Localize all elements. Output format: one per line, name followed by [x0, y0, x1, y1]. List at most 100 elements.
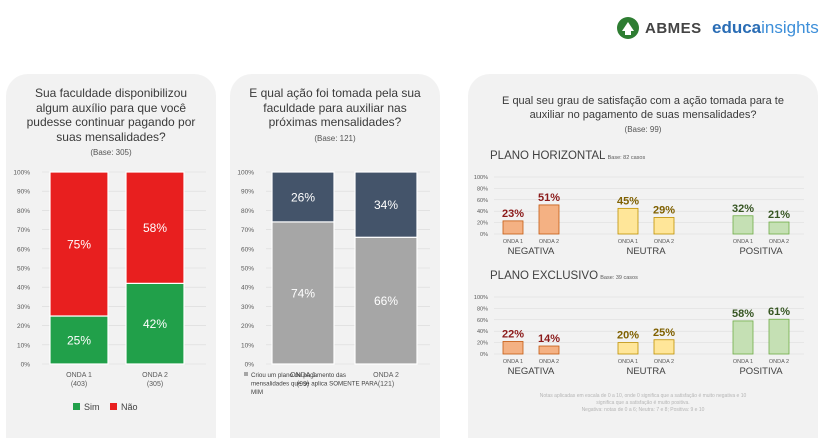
y-tick-label: 0% — [480, 352, 488, 358]
bar-segment — [125, 282, 185, 365]
y-tick-label: 20% — [241, 323, 254, 330]
data-label: 51% — [538, 192, 560, 204]
panel-satisfacao — [468, 74, 818, 438]
y-tick-label: 0% — [21, 362, 31, 369]
bar-segment — [354, 171, 418, 238]
legend-label-sim: Sim — [84, 402, 100, 412]
bar-segment — [125, 171, 185, 284]
y-tick-label: 30% — [241, 304, 254, 311]
y-tick-label: 80% — [17, 208, 30, 215]
bar — [768, 221, 790, 235]
x-tick-label: ONDA 2 — [142, 372, 168, 379]
y-tick-label: 90% — [17, 189, 30, 196]
y-tick-label: 70% — [241, 227, 254, 234]
x-tick-base: (121) — [378, 381, 394, 388]
bar — [732, 215, 754, 235]
group-label: NEGATIVA — [508, 246, 555, 257]
group-label: NEUTRA — [626, 246, 666, 257]
plan-title: PLANO HORIZONTAL — [490, 150, 606, 162]
bar — [538, 204, 560, 235]
y-tick-label: 60% — [477, 198, 488, 204]
y-tick-label: 30% — [17, 304, 30, 311]
x-tick-label: ONDA 1 — [618, 359, 638, 365]
x-tick-label: ONDA 2 — [373, 372, 399, 379]
y-tick-label: 80% — [477, 186, 488, 192]
y-tick-label: 0% — [480, 232, 488, 238]
y-tick-label: 40% — [477, 329, 488, 335]
y-tick-label: 100% — [237, 170, 254, 177]
educa-wordmark: educa — [712, 18, 762, 37]
group-label: POSITIVA — [739, 366, 783, 377]
data-label: 58% — [732, 308, 754, 320]
data-label: 22% — [502, 328, 524, 340]
x-tick-label: ONDA 2 — [654, 239, 674, 245]
abmes-logo: ABMES — [616, 16, 702, 40]
y-tick-label: 90% — [241, 189, 254, 196]
y-tick-label: 60% — [17, 246, 30, 253]
data-label: 74% — [291, 286, 315, 300]
legend-swatch-sim — [73, 403, 80, 410]
y-tick-label: 100% — [474, 175, 488, 181]
insights-wordmark: insights — [761, 18, 819, 37]
bar — [502, 341, 524, 355]
bar — [617, 342, 639, 355]
panel-2-title: E qual ação foi tomada pela sua faculdad… — [249, 86, 421, 129]
data-label: 75% — [67, 238, 91, 252]
chart-plano-exclusivo: PLANO EXCLUSIVO Base: 39 casos 0% 20% 40% 60%… — [474, 270, 804, 377]
y-tick-label: 10% — [241, 342, 254, 349]
y-tick-label: 80% — [241, 208, 254, 215]
y-tick-label: 40% — [477, 209, 488, 215]
data-label: 21% — [768, 209, 790, 221]
plan-title: PLANO EXCLUSIVO — [490, 270, 598, 282]
abmes-wordmark: ABMES — [645, 19, 702, 37]
x-tick-base: (305) — [147, 381, 163, 388]
x-tick-label: ONDA 1 — [290, 372, 316, 379]
y-tick-label: 40% — [241, 285, 254, 292]
bar-segment — [271, 221, 335, 365]
x-tick-label: ONDA 2 — [769, 359, 789, 365]
bar-segment — [49, 315, 109, 365]
bar — [768, 318, 790, 355]
y-tick-label: 80% — [477, 306, 488, 312]
bar — [502, 220, 524, 235]
panel-1-base: (Base: 305) — [90, 148, 132, 157]
group-label: NEGATIVA — [508, 366, 555, 377]
bar-segment — [354, 236, 418, 365]
group-label: POSITIVA — [739, 246, 783, 257]
y-tick-label: 20% — [17, 323, 30, 330]
data-label: 66% — [374, 294, 398, 308]
panel-3-title: E qual seu grau de satisfação com a ação… — [502, 95, 784, 121]
legend-label-nao: Não — [121, 402, 138, 412]
y-tick-label: 40% — [17, 285, 30, 292]
data-label: 20% — [617, 330, 639, 342]
bar — [732, 320, 754, 355]
y-tick-label: 60% — [241, 246, 254, 253]
x-tick-label: ONDA 2 — [769, 239, 789, 245]
data-label: 25% — [653, 327, 675, 339]
data-label: 14% — [538, 333, 560, 345]
x-tick-label: ONDA 2 — [539, 239, 559, 245]
bar — [538, 345, 560, 355]
y-tick-label: 100% — [474, 295, 488, 301]
legend-swatch-plano — [244, 372, 248, 376]
x-tick-label: ONDA 1 — [503, 239, 523, 245]
educainsights-logo: educainsights — [712, 17, 819, 39]
legend-swatch-nao — [110, 403, 117, 410]
legend-label-line: Criou um plano de pagamento das — [251, 372, 346, 379]
data-label: 23% — [502, 208, 524, 220]
group-label: NEUTRA — [626, 366, 666, 377]
y-tick-label: 0% — [245, 362, 255, 369]
y-tick-label: 70% — [17, 227, 30, 234]
x-tick-label: ONDA 1 — [503, 359, 523, 365]
x-tick-label: ONDA 2 — [539, 359, 559, 365]
data-label: 34% — [374, 198, 398, 212]
data-label: 42% — [143, 317, 167, 331]
data-label: 26% — [291, 190, 315, 204]
y-tick-label: 50% — [241, 266, 254, 273]
x-tick-base: (403) — [71, 381, 87, 388]
y-tick-label: 50% — [17, 266, 30, 273]
footnote-line-3: Negativa: notas de 0 a 6; Neutra: 7 e 8;… — [581, 407, 705, 413]
panel-1-title: Sua faculdade disponibilizou algum auxíl… — [26, 86, 196, 144]
footnote-line-2: significa que a satisfação é muito posit… — [596, 400, 690, 406]
x-tick-label: ONDA 1 — [66, 372, 92, 379]
